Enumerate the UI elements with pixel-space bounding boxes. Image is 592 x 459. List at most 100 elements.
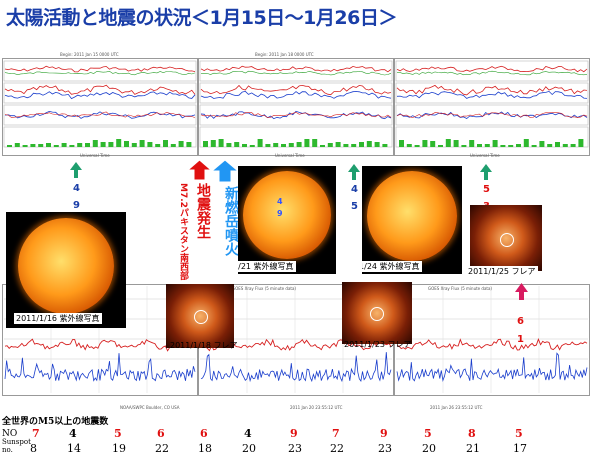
kp-bar — [139, 140, 145, 147]
kp-bar — [218, 139, 224, 147]
header-note-2: Begin: 2011 Jan 18 0000 UTC — [255, 52, 314, 57]
earthquake-title: 地震発生 — [195, 183, 211, 239]
environment-panel-2 — [198, 58, 394, 156]
universal-time-label-1: Universal Time — [80, 153, 110, 158]
kp-bar — [570, 144, 576, 147]
electron-flux-line — [4, 91, 196, 100]
earthquake-count-cell: 5 — [424, 427, 432, 440]
xray-panel-3 — [394, 284, 590, 396]
kp-bar — [265, 144, 271, 147]
xray-title-2: GOES Xray Flux (5 minute data) — [232, 286, 296, 291]
kp-bar — [147, 142, 153, 147]
xray-footer-1: NOAA/SWPC Boulder, CO USA — [120, 405, 180, 410]
marker-3-top: 5 — [483, 184, 490, 195]
kp-bar — [445, 139, 451, 147]
kp-bar — [124, 141, 129, 147]
environment-strip — [395, 126, 589, 148]
flare-caption-0125: 2011/1/25 フレア — [466, 266, 538, 277]
sunspot-count-cell: 22 — [330, 442, 344, 455]
kp-bar — [327, 143, 333, 147]
kp-bar — [312, 139, 318, 147]
kp-bar — [108, 142, 114, 147]
kp-bar — [343, 144, 349, 147]
hp-line — [396, 112, 588, 118]
sunspot-row-label: Sunspot no. — [2, 438, 31, 454]
earthquake-arrow — [186, 159, 213, 181]
electron-flux-line — [396, 90, 588, 99]
marker-4-bottom: 1 — [517, 334, 524, 345]
electron-flux-line — [396, 84, 588, 96]
kp-bar — [210, 140, 216, 147]
kp-bar — [562, 144, 568, 147]
sun-caption-0116: 2011/1/16 紫外線写真 — [14, 313, 102, 324]
xray-long-line — [4, 338, 196, 352]
earthquake-count-cell: 5 — [114, 427, 122, 440]
kp-bar — [500, 145, 506, 147]
kp-bar — [30, 144, 36, 147]
kp-bar — [7, 145, 12, 147]
kp-bar — [288, 143, 294, 147]
environment-strip — [199, 82, 393, 104]
marker-1-bottom: 9 — [73, 200, 80, 211]
xray-short-line — [4, 353, 196, 382]
kp-bar — [69, 145, 75, 147]
proton-flux-line — [396, 70, 588, 76]
kp-bar — [163, 140, 168, 147]
kp-bar — [430, 141, 436, 147]
electron-flux-line — [200, 84, 392, 96]
proton-flux-line — [396, 65, 588, 73]
marker-2-top: 4 — [351, 184, 358, 195]
kp-bar — [46, 143, 51, 147]
kp-bar — [414, 145, 420, 147]
earthquake-count-cell: 7 — [332, 427, 340, 440]
sunspot-count-cell: 20 — [242, 442, 256, 455]
electron-flux-line — [200, 90, 392, 99]
environment-strip — [395, 60, 589, 82]
sunspot-count-cell: 18 — [198, 442, 212, 455]
flare-ring-0125 — [500, 233, 514, 247]
kp-bar — [578, 139, 584, 147]
environment-strip — [3, 60, 197, 82]
marker-1-top: 4 — [73, 183, 80, 194]
universal-time-label-3: Universal Time — [470, 153, 500, 158]
flare-caption-0118: 2011/1/18 フレア — [170, 341, 238, 350]
sunspot-count-cell: 23 — [288, 442, 302, 455]
kp-bar — [484, 144, 490, 147]
flare-caption-0123: 2011/1/23 フレア — [344, 340, 412, 349]
kp-bar — [234, 142, 240, 147]
sunspot-count-cell: 21 — [466, 442, 480, 455]
header-note-1: Begin: 2011 Jan 15 0000 UTC — [60, 52, 119, 57]
earthquake-count-cell: 4 — [69, 427, 77, 440]
marker-arrow-1 — [70, 162, 82, 178]
earthquake-count-cell: 5 — [515, 427, 523, 440]
kp-bar — [547, 144, 553, 147]
kp-bar — [100, 142, 106, 147]
kp-bar — [14, 143, 20, 147]
bottom-heading: 全世界のM5以上の地震数 — [2, 417, 109, 427]
marker-2-bottom: 5 — [351, 201, 358, 212]
no-row-label: NO — [2, 429, 18, 439]
kp-bar — [22, 145, 28, 147]
environment-strip — [3, 126, 197, 148]
earthquake-count-cell: 9 — [380, 427, 388, 440]
kp-bar — [257, 139, 263, 147]
proton-flux-line — [4, 65, 196, 73]
environment-strip — [395, 104, 589, 126]
environment-strip — [3, 82, 197, 104]
sun-photo-0121: 4 9 2011/1/21 紫外線写真 — [238, 166, 336, 274]
kp-bar — [296, 142, 302, 147]
kp-bar — [203, 141, 208, 147]
page-title: 太陽活動と地震の状況＜1月15日～1月26日＞ — [6, 7, 397, 29]
earthquake-count-cell: 6 — [157, 427, 165, 440]
kp-bar — [399, 140, 404, 147]
eruption-label: 新燃岳噴火 — [223, 186, 239, 256]
kp-bar — [539, 141, 545, 147]
sunspot-count-cell: 8 — [30, 442, 37, 455]
sunspot-count-cell: 20 — [422, 442, 436, 455]
kp-bar — [366, 141, 372, 147]
sunspot-row-label-text: Sunspot no. — [2, 438, 31, 454]
earthquake-count-cell: 6 — [200, 427, 208, 440]
xray-long-line — [396, 338, 588, 351]
earthquake-subtitle: M7.2パキスタン南西部 — [178, 183, 188, 280]
kp-bar — [335, 142, 341, 147]
